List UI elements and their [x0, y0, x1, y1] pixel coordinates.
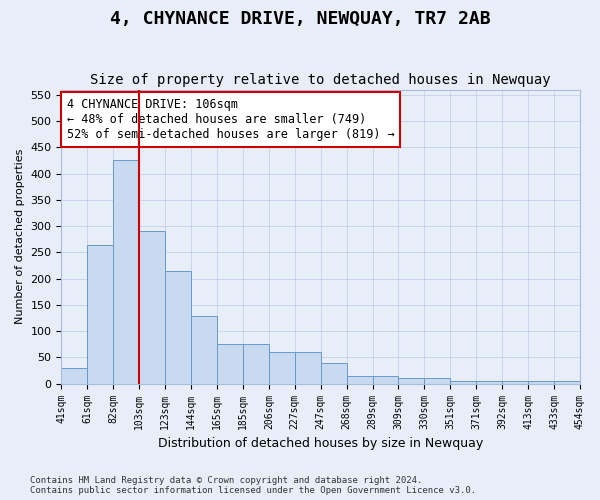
Bar	[191, 316, 217, 384]
Bar	[347, 376, 373, 384]
Bar	[165, 271, 191, 384]
Bar	[373, 376, 398, 384]
Bar	[398, 378, 424, 384]
Bar	[502, 381, 528, 384]
Bar	[321, 362, 347, 384]
Bar	[269, 352, 295, 384]
X-axis label: Distribution of detached houses by size in Newquay: Distribution of detached houses by size …	[158, 437, 484, 450]
Bar	[139, 232, 165, 384]
Bar	[217, 344, 243, 384]
Bar	[113, 160, 139, 384]
Bar	[554, 381, 580, 384]
Text: Contains HM Land Registry data © Crown copyright and database right 2024.
Contai: Contains HM Land Registry data © Crown c…	[30, 476, 476, 495]
Bar	[295, 352, 321, 384]
Bar	[451, 381, 476, 384]
Title: Size of property relative to detached houses in Newquay: Size of property relative to detached ho…	[91, 73, 551, 87]
Bar	[243, 344, 269, 384]
Text: 4 CHYNANCE DRIVE: 106sqm
← 48% of detached houses are smaller (749)
52% of semi-: 4 CHYNANCE DRIVE: 106sqm ← 48% of detach…	[67, 98, 394, 142]
Bar	[61, 368, 88, 384]
Y-axis label: Number of detached properties: Number of detached properties	[15, 149, 25, 324]
Bar	[424, 378, 451, 384]
Text: 4, CHYNANCE DRIVE, NEWQUAY, TR7 2AB: 4, CHYNANCE DRIVE, NEWQUAY, TR7 2AB	[110, 10, 490, 28]
Bar	[476, 381, 502, 384]
Bar	[88, 244, 113, 384]
Bar	[528, 381, 554, 384]
